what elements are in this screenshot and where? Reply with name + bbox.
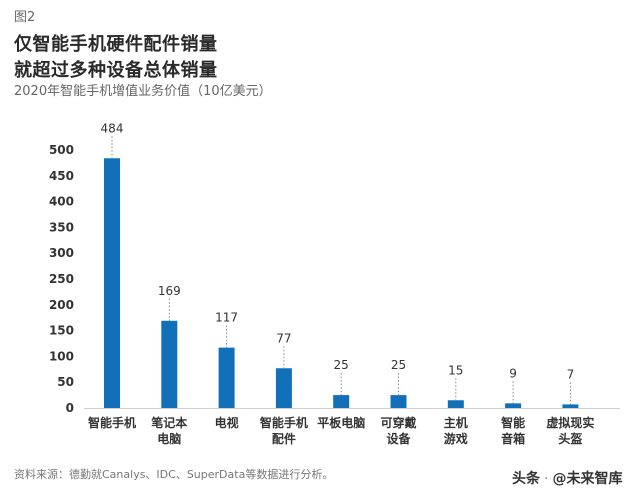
bar [505,403,522,408]
data-label: 169 [158,284,181,298]
y-tick-label: 350 [49,220,74,234]
chart-title-line-2: 就超过多种设备总体销量 [14,60,218,81]
bar [333,395,350,408]
bar [104,158,120,408]
figure-label: 图2 [14,10,36,25]
bar [390,395,407,408]
data-label: 25 [391,358,406,372]
data-label: 117 [215,311,238,325]
x-tick-label: 配件 [272,431,296,446]
data-label: 25 [334,358,349,372]
data-label: 9 [509,366,517,380]
x-tick-label: 平板电脑 [317,415,365,430]
chart-title-line-1: 仅智能手机硬件配件销量 [14,34,218,55]
x-tick-label: 笔记本 [151,415,187,430]
watermark-account: @未来智库 [552,471,623,487]
y-tick-label: 150 [49,324,74,338]
y-tick-label: 300 [49,246,74,260]
watermark: 头条 · @未来智库 [512,468,622,488]
data-label: 77 [276,331,291,345]
x-tick-label: 电脑 [157,431,181,446]
y-tick-label: 200 [49,298,74,312]
bar [161,320,178,408]
y-tick-label: 400 [49,195,74,209]
y-tick-label: 0 [66,401,74,415]
y-tick-label: 250 [49,272,74,286]
x-tick-label: 智能 [500,415,525,430]
x-tick-label: 音箱 [501,431,525,446]
bar [562,404,579,408]
x-tick-label: 电视 [215,415,239,430]
bar [275,368,292,408]
data-label: 484 [101,121,124,135]
bar [447,400,464,408]
chart-subtitle: 2020年智能手机增值业务价值（10亿美元） [14,84,272,99]
y-tick-label: 450 [49,169,74,183]
watermark-separator: · [544,471,549,487]
watermark-platform: 头条 [512,471,540,487]
x-tick-label: 主机 [444,415,468,430]
data-label: 15 [448,363,463,377]
x-tick-label: 智能手机 [259,415,308,430]
x-tick-label: 可穿戴 [380,415,416,430]
x-tick-label: 头盔 [558,431,582,446]
x-tick-label: 设备 [386,431,411,446]
x-tick-label: 游戏 [444,431,468,446]
y-tick-label: 100 [49,349,74,363]
y-tick-label: 50 [57,375,74,389]
y-tick-label: 500 [49,143,74,157]
bar [218,347,235,408]
source-note: 资料来源：德勤就Canalys、IDC、SuperData等数据进行分析。 [14,468,334,481]
data-label: 7 [567,367,575,381]
x-tick-label: 智能手机 [87,415,136,430]
x-tick-label: 虚拟现实 [546,415,594,430]
